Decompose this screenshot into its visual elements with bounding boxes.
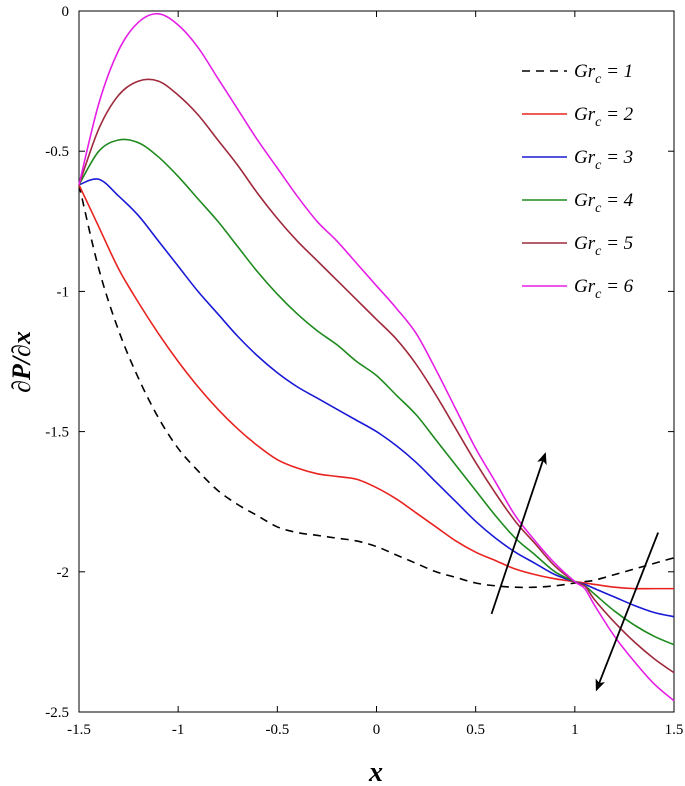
x-tick-label: -0.5 bbox=[265, 722, 289, 738]
x-axis-title: x bbox=[368, 757, 383, 786]
trend-arrow-2 bbox=[595, 532, 659, 692]
legend-label-1: Grc = 1 bbox=[574, 61, 633, 87]
series-line-grc-5 bbox=[78, 78, 675, 674]
series-line-grc-2 bbox=[78, 184, 674, 590]
legend-label-3: Grc = 3 bbox=[574, 147, 633, 173]
axis-ticks: -1.5 -1 -0.5 0 0.5 1 1.5 0 -0.5 -1 -1.5 -2 -2.5 bbox=[45, 4, 683, 738]
y-tick-label: -2.5 bbox=[45, 705, 69, 721]
y-tick-label: -2 bbox=[57, 565, 70, 581]
y-tick-label: -0.5 bbox=[45, 144, 69, 160]
annotation-arrows bbox=[490, 452, 659, 692]
series-line-grc-3 bbox=[78, 178, 675, 618]
data-series bbox=[78, 12, 675, 702]
x-tick-label: 0 bbox=[373, 722, 381, 738]
y-tick-label: -1 bbox=[57, 284, 70, 300]
series-line-grc-6 bbox=[78, 12, 675, 702]
legend-label-2: Grc = 2 bbox=[574, 104, 634, 130]
x-tick-label: 0.5 bbox=[466, 722, 485, 738]
trend-arrow-1 bbox=[490, 452, 547, 615]
y-tick-label: -1.5 bbox=[45, 425, 69, 441]
series-line-grc-1 bbox=[78, 184, 675, 589]
legend: Grc = 1 Grc = 2 Grc = 3 Grc = 4 Grc = 5 Grc =… bbox=[522, 61, 634, 302]
y-tick-label: 0 bbox=[62, 4, 70, 20]
legend-label-5: Grc = 5 bbox=[574, 233, 633, 259]
legend-label-6: Grc = 6 bbox=[574, 276, 634, 302]
x-tick-label: 1.5 bbox=[665, 722, 684, 738]
x-tick-label: 1 bbox=[571, 722, 579, 738]
x-tick-label: -1.5 bbox=[67, 722, 91, 738]
x-tick-label: -1 bbox=[172, 722, 185, 738]
legend-label-4: Grc = 4 bbox=[574, 190, 634, 216]
y-axis-title: ∂P/∂x bbox=[7, 331, 36, 393]
